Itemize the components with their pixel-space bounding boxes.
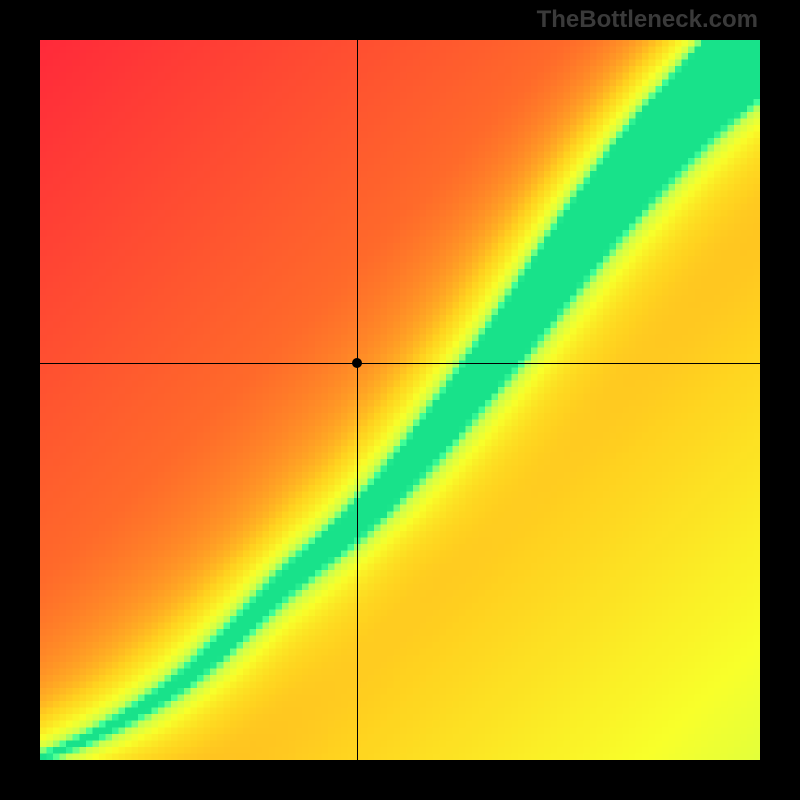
crosshair-horizontal [40, 363, 760, 364]
plot-area [40, 40, 760, 760]
crosshair-marker [352, 358, 362, 368]
bottleneck-heatmap [40, 40, 760, 760]
crosshair-vertical [357, 40, 358, 760]
watermark-text: TheBottleneck.com [537, 6, 758, 34]
